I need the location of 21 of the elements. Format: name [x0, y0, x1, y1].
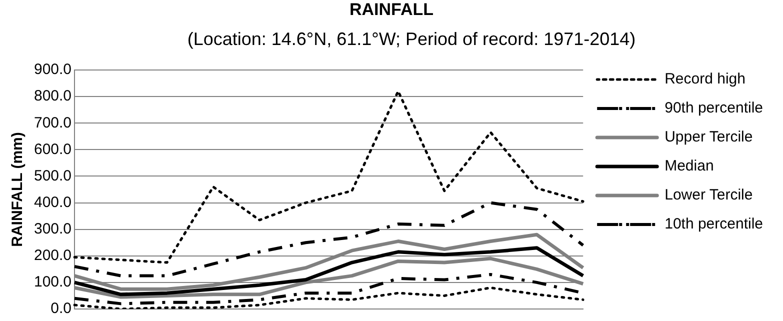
- legend-label: 90th percentile: [664, 100, 764, 117]
- legend-label: 10th percentile: [664, 216, 764, 233]
- y-axis-title: RAINFALL (mm): [9, 132, 26, 247]
- y-tick-label: 900.0: [34, 61, 72, 78]
- y-tick-label: 100.0: [34, 274, 72, 291]
- y-tick-label: 0.0: [50, 300, 72, 318]
- y-tick-label: 400.0: [34, 194, 72, 211]
- y-tick-label: 700.0: [34, 114, 72, 132]
- y-tick-label: 800.0: [34, 88, 72, 105]
- y-tick-label: 300.0: [34, 220, 72, 238]
- legend-label: Record high: [664, 70, 746, 88]
- chart-subtitle: (Location: 14.6°N, 61.1°W; Period of record: 1971-2014): [186, 28, 637, 50]
- chart-title: RAINFALL: [348, 0, 435, 20]
- line-series: [73, 90, 584, 264]
- y-tick-label: 500.0: [34, 167, 72, 184]
- y-tick-label: 200.0: [34, 247, 72, 264]
- legend-label: Upper Tercile: [664, 128, 753, 146]
- y-tick-label: 600.0: [34, 140, 72, 158]
- legend-label: Median: [664, 158, 714, 175]
- legend-label: Lower Tercile: [664, 186, 753, 204]
- line-series: [73, 201, 585, 278]
